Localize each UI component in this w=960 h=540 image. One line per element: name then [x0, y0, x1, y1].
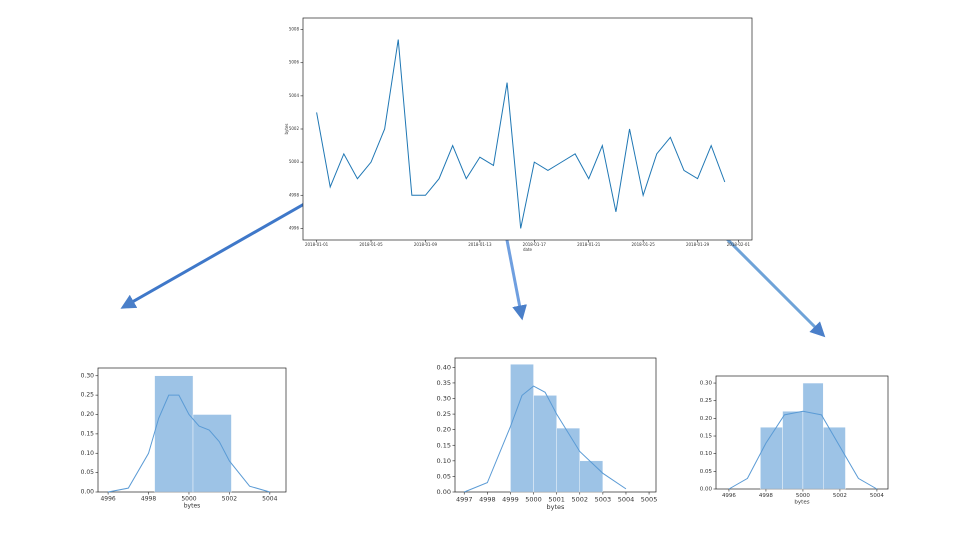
y-tick-label: 0.20 — [700, 416, 713, 422]
x-tick-label: 5000 — [525, 496, 542, 504]
histogram-bar — [782, 411, 804, 490]
y-tick-label: 5004 — [289, 93, 300, 98]
y-tick-label: 0.10 — [81, 450, 95, 457]
y-tick-label: 0.30 — [437, 395, 451, 403]
histogram-bar — [510, 364, 534, 493]
x-tick-label: 4998 — [141, 496, 156, 503]
x-tick-label: 4997 — [456, 496, 473, 504]
x-tick-label: 5004 — [262, 496, 277, 503]
y-tick-label: 0.35 — [437, 379, 451, 387]
x-tick-label: 5004 — [870, 493, 884, 499]
x-tick-label: 5002 — [571, 496, 588, 504]
plot-area — [302, 17, 753, 241]
y-tick-label: 0.00 — [700, 487, 713, 493]
histogram-bar — [154, 375, 194, 493]
y-tick-label: 0.20 — [81, 411, 95, 418]
histogram-bar — [760, 427, 783, 490]
x-tick-label: 2018-01-29 — [686, 242, 710, 247]
histogram-bar — [533, 395, 557, 493]
x-tick-label: 4996 — [100, 496, 115, 503]
y-tick-label: 0.10 — [437, 457, 451, 465]
x-tick-label: 2018-01-21 — [577, 242, 601, 247]
histogram-bar — [823, 427, 846, 490]
y-tick-label: 0.05 — [437, 472, 451, 480]
x-tick-label: 2018-01-09 — [414, 242, 438, 247]
histogram-bar — [802, 382, 824, 490]
y-tick-label: 0.25 — [81, 392, 95, 399]
x-tick-label: 5004 — [618, 496, 635, 504]
x-tick-label: 5001 — [548, 496, 565, 504]
histogram-bar — [556, 427, 580, 493]
histogram-bar — [579, 460, 604, 493]
x-tick-label: 5002 — [833, 493, 847, 499]
y-tick-label: 0.05 — [700, 469, 713, 475]
y-tick-label: 0.30 — [700, 381, 713, 387]
y-tick-label: 0.15 — [437, 441, 451, 449]
x-tick-label: 2018-01-01 — [305, 242, 329, 247]
x-tick-label: 2018-02-01 — [727, 242, 751, 247]
x-axis-label: date — [523, 247, 533, 252]
y-tick-label: 0.15 — [700, 434, 713, 440]
line — [316, 39, 726, 229]
x-tick-label: 5005 — [641, 496, 658, 504]
y-tick-label: 5002 — [289, 126, 300, 131]
x-axis-label: bytes — [184, 503, 201, 510]
y-axis-label: bytes — [284, 123, 289, 134]
x-tick-label: 2018-01-17 — [523, 242, 547, 247]
x-tick-label: 4998 — [759, 493, 773, 499]
x-tick-label: 2018-01-05 — [359, 242, 383, 247]
x-tick-label: 5000 — [181, 496, 196, 503]
x-tick-label: 4999 — [502, 496, 519, 504]
y-tick-label: 0.20 — [437, 426, 451, 434]
x-tick-label: 5000 — [796, 493, 810, 499]
kde-curve — [464, 385, 627, 493]
y-tick-label: 0.00 — [81, 489, 95, 496]
kde-curve — [108, 394, 270, 493]
y-tick-label: 0.15 — [81, 430, 95, 437]
y-tick-label: 0.10 — [700, 451, 713, 457]
x-tick-label: 5002 — [222, 496, 237, 503]
y-tick-label: 5006 — [289, 60, 300, 65]
x-tick-label: 4998 — [479, 496, 496, 504]
x-axis-label: bytes — [794, 500, 809, 506]
y-tick-label: 0.30 — [81, 372, 95, 379]
x-axis-label: bytes — [547, 503, 566, 511]
y-tick-label: 0.40 — [437, 363, 451, 371]
y-tick-label: 4998 — [289, 192, 300, 197]
x-tick-label: 2018-01-13 — [468, 242, 492, 247]
y-tick-label: 0.25 — [437, 410, 451, 418]
y-tick-label: 0.05 — [81, 469, 95, 476]
y-tick-label: 0.00 — [437, 488, 451, 496]
x-tick-label: 5003 — [595, 496, 612, 504]
x-tick-label: 2018-01-25 — [632, 242, 656, 247]
y-tick-label: 0.25 — [700, 398, 713, 404]
kde-curve — [728, 410, 878, 490]
y-tick-label: 5008 — [289, 27, 300, 32]
y-tick-label: 4996 — [289, 225, 300, 230]
x-tick-label: 4996 — [722, 493, 736, 499]
y-tick-label: 5000 — [289, 159, 300, 164]
